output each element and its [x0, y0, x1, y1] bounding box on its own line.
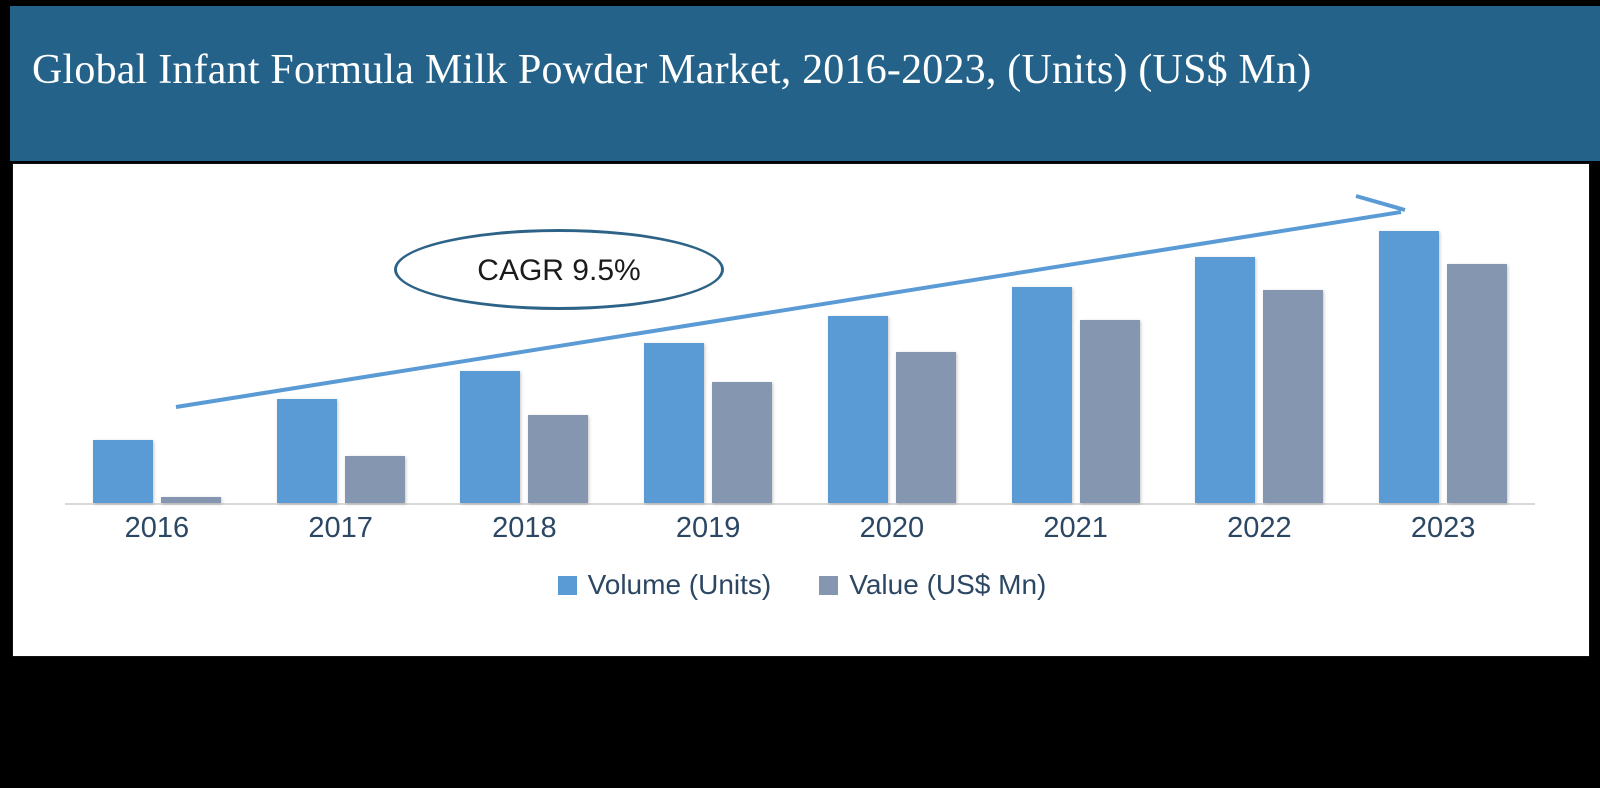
bar-value-2023 — [1447, 263, 1508, 503]
bar-value-2021 — [1079, 320, 1140, 503]
plot-area: 2016 2017 2018 2019 2020 2021 2022 2023 CAGR 9.… — [13, 164, 1589, 656]
x-axis-tick-2017: 2017 — [308, 512, 373, 544]
legend-label: Value (US$ Mn) — [849, 569, 1047, 600]
bar-volume-2018 — [460, 370, 521, 503]
bar-value-2016 — [160, 496, 221, 503]
page-title: Global Infant Formula Milk Powder Market… — [32, 47, 1312, 93]
bar-volume-2016 — [92, 439, 153, 503]
x-axis-tick-2023: 2023 — [1410, 512, 1476, 544]
legend-swatch-icon — [557, 575, 577, 595]
bar-volume-2017 — [276, 399, 337, 503]
bar-volume-2021 — [1011, 286, 1072, 503]
chart-legend: Volume (Units) Value (US$ Mn) — [13, 569, 1589, 601]
bar-value-2022 — [1263, 290, 1324, 503]
x-axis-tick-2019: 2019 — [675, 512, 741, 544]
cagr-callout-ellipse — [394, 229, 724, 310]
category-axis-line — [65, 503, 1535, 505]
x-axis-tick-2018: 2018 — [492, 512, 557, 544]
chart-panel: 2016 2017 2018 2019 2020 2021 2022 2023 CAGR 9.… — [12, 163, 1590, 657]
legend-swatch-icon — [819, 575, 839, 595]
cagr-label: CAGR 9.5% — [477, 254, 641, 287]
x-axis-tick-2021: 2021 — [1043, 512, 1108, 544]
bar-value-2019 — [712, 381, 773, 503]
x-axis-tick-2020: 2020 — [859, 512, 925, 544]
legend-label: Volume (Units) — [587, 569, 772, 600]
bar-value-2020 — [895, 351, 956, 503]
bar-value-2018 — [528, 414, 589, 503]
bar-volume-2023 — [1379, 230, 1440, 503]
x-axis-tick-2016: 2016 — [124, 512, 190, 544]
legend-item-value[interactable]: Value (US$ Mn) — [819, 569, 1046, 601]
bar-volume-2022 — [1195, 257, 1256, 503]
bar-volume-2019 — [644, 342, 705, 503]
legend-item-volume[interactable]: Volume (Units) — [557, 569, 772, 601]
bar-value-2017 — [344, 456, 405, 503]
title-band: Global Infant Formula Milk Powder Market… — [10, 6, 1600, 161]
x-axis-tick-2022: 2022 — [1227, 512, 1292, 544]
bar-volume-2020 — [827, 316, 888, 503]
